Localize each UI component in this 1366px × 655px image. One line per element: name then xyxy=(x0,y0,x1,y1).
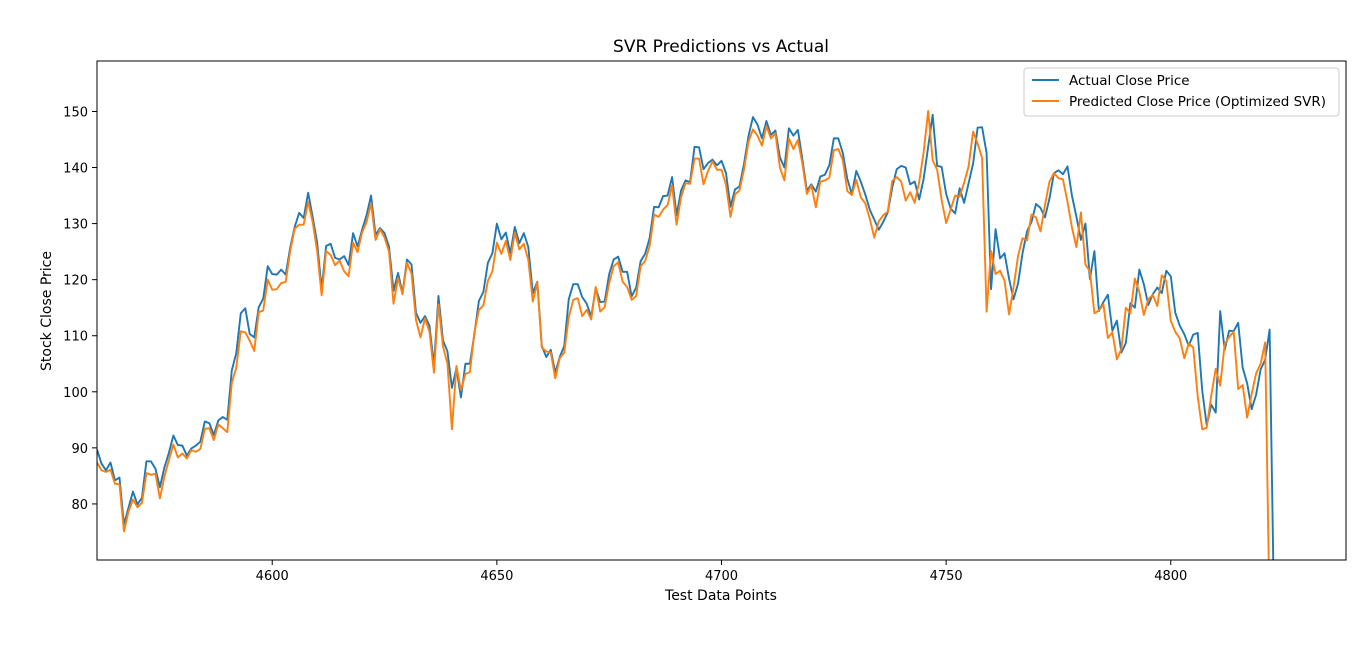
y-tick-label: 110 xyxy=(63,330,88,345)
legend: Actual Close Price Predicted Close Price… xyxy=(1023,67,1340,117)
y-tick-label: 80 xyxy=(71,498,88,513)
y-tick-label: 150 xyxy=(63,105,88,120)
x-axis-label: Test Data Points xyxy=(664,588,777,604)
y-axis-ticks: 80 90 100 110 120 130 140 150 xyxy=(63,105,97,513)
legend-frame xyxy=(1023,67,1340,117)
x-axis-ticks: 4600 4650 4700 4750 4800 xyxy=(256,560,1187,584)
chart-title: SVR Predictions vs Actual xyxy=(613,37,829,57)
series-layer xyxy=(97,109,1275,560)
y-tick-label: 90 xyxy=(71,442,88,457)
y-tick-label: 130 xyxy=(63,218,88,233)
y-tick-label: 100 xyxy=(63,386,88,401)
x-tick-label: 4800 xyxy=(1154,569,1187,584)
x-tick-label: 4700 xyxy=(705,569,738,584)
y-tick-label: 140 xyxy=(63,162,88,177)
x-tick-label: 4650 xyxy=(480,569,513,584)
x-tick-label: 4750 xyxy=(930,569,963,584)
y-tick-label: 120 xyxy=(63,274,88,289)
x-tick-label: 4600 xyxy=(256,569,289,584)
legend-label-predicted: Predicted Close Price (Optimized SVR) xyxy=(1069,94,1326,110)
legend-label-actual: Actual Close Price xyxy=(1069,73,1190,89)
y-axis-label: Stock Close Price xyxy=(39,251,55,371)
series-line-predicted xyxy=(97,109,1270,560)
